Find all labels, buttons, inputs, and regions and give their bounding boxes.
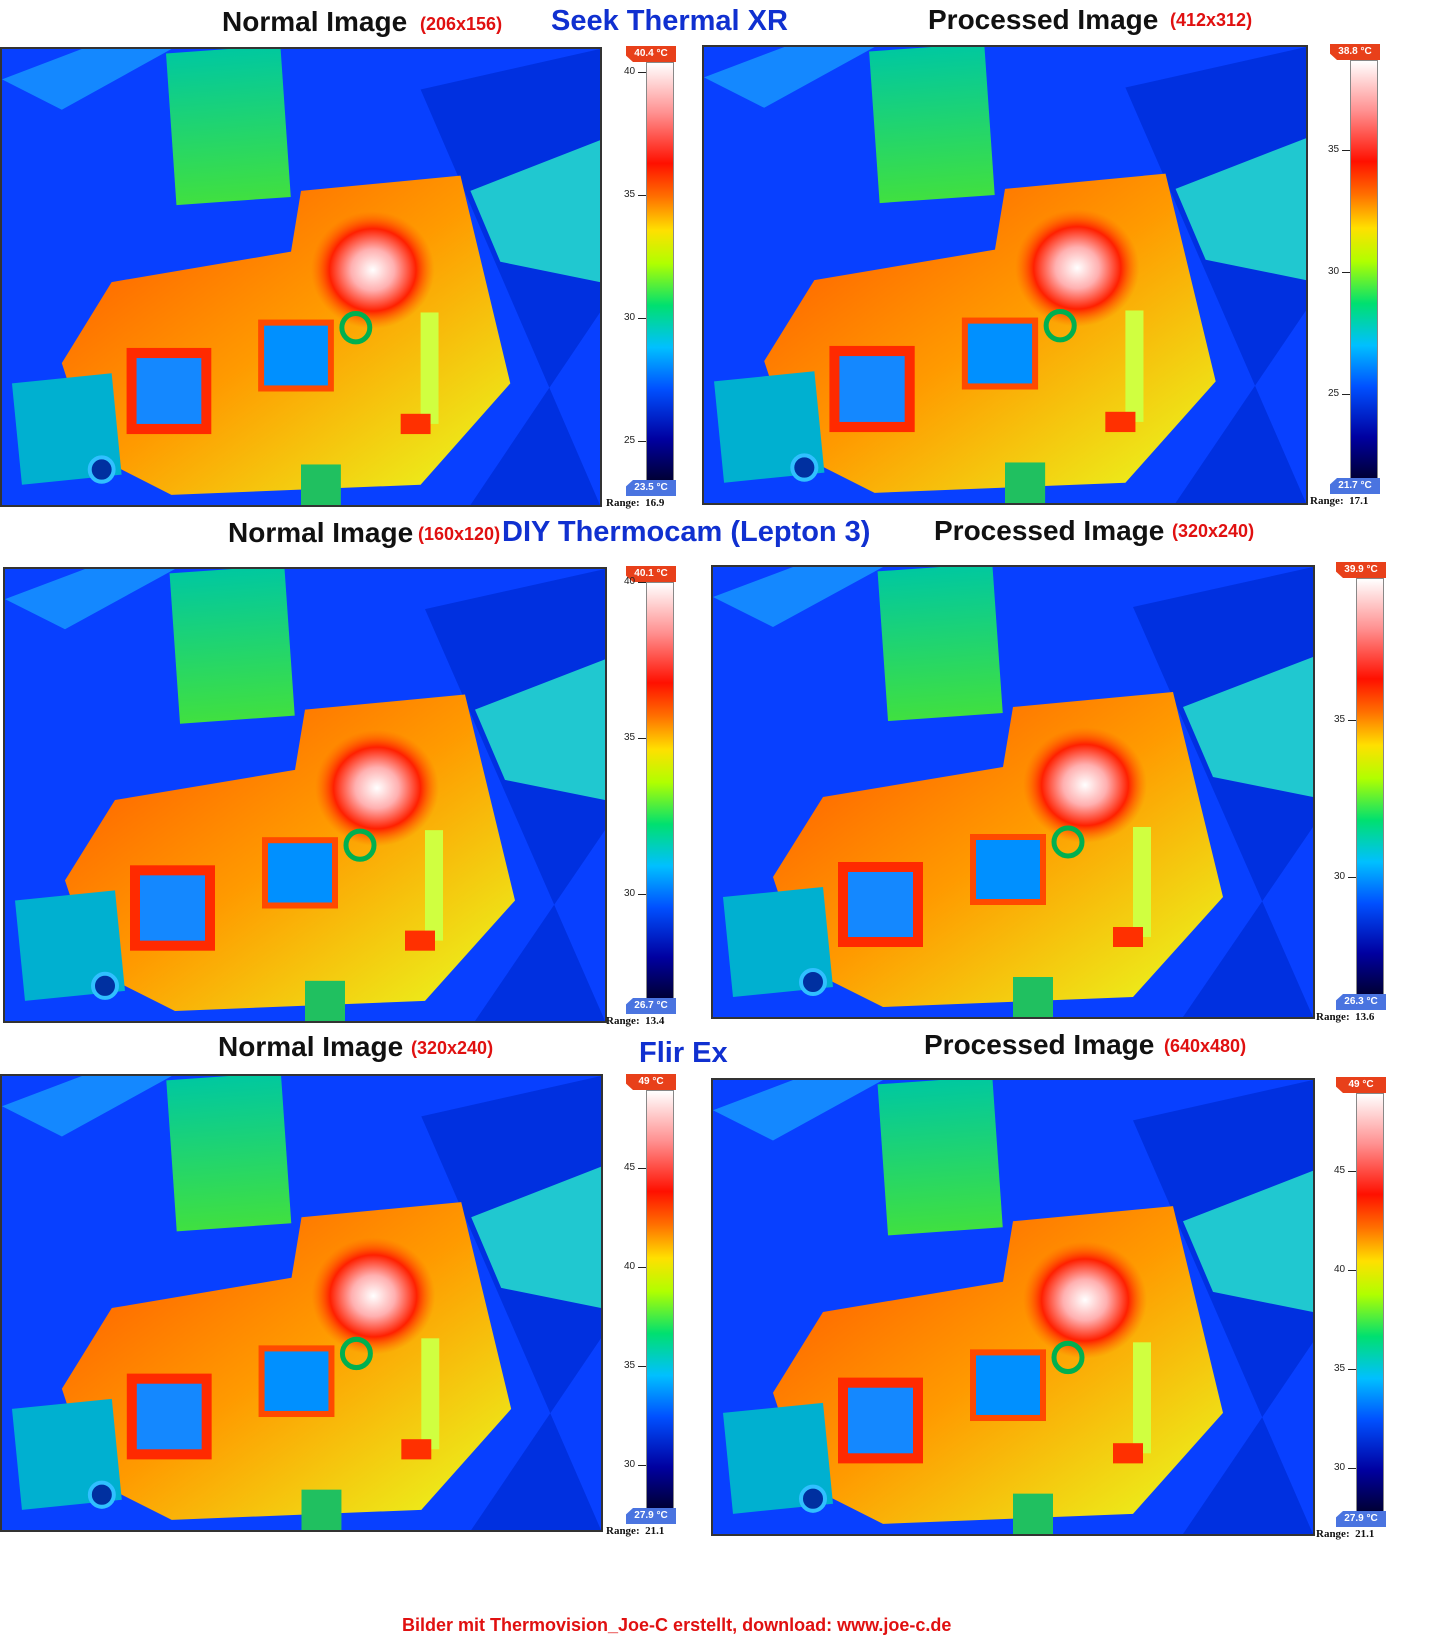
max-temp-badge: 40.4 °C	[626, 46, 676, 62]
scale-tick: 40	[624, 1261, 646, 1272]
row3-right-label: Processed Image	[924, 1029, 1155, 1060]
row1-right-color-scale: 38.8 °C 35 30 25 21.7 °C Range: 17.1	[1310, 44, 1388, 514]
max-temp-badge: 39.9 °C	[1336, 562, 1386, 578]
row2-right-thermal-image	[711, 565, 1315, 1019]
row2-right-resolution: (320x240)	[1172, 521, 1255, 541]
scale-tick: 35	[624, 1360, 646, 1371]
palette-bar	[1356, 578, 1384, 996]
scale-tick: 30	[1334, 1462, 1356, 1473]
row2-left-color-scale: 40.1 °C 40 35 30 26.7 °C Range: 13.4	[606, 566, 684, 1028]
row3-right-resolution: (640x480)	[1164, 1036, 1247, 1056]
max-temp-badge: 49 °C	[1336, 1077, 1386, 1093]
scale-tick: 30	[1328, 266, 1350, 277]
row2-left-resolution: (160x120)	[418, 524, 501, 544]
row3-right-color-scale: 49 °C 45 40 35 30 27.9 °C Range: 21.1	[1316, 1077, 1394, 1543]
scale-tick: 30	[624, 888, 646, 899]
range-readout: Range: 21.1	[606, 1525, 665, 1537]
row2-right-color-scale: 39.9 °C 35 30 26.3 °C Range: 13.6	[1316, 562, 1394, 1024]
min-temp-badge: 27.9 °C	[626, 1508, 676, 1524]
scale-tick: 35	[1334, 1363, 1356, 1374]
min-temp-badge: 26.7 °C	[626, 998, 676, 1014]
row3-left-thermal-image	[0, 1074, 603, 1532]
footer-credit: Bilder mit Thermovision_Joe-C erstellt, …	[402, 1615, 952, 1635]
max-temp-badge: 40.1 °C	[626, 566, 676, 582]
row1-camera-title: Seek Thermal XR	[551, 5, 788, 37]
row1-left-resolution: (206x156)	[420, 14, 503, 34]
scale-tick: 35	[624, 732, 646, 743]
row2-right-label: Processed Image	[934, 515, 1165, 546]
row2-left-label: Normal Image	[228, 517, 414, 548]
row3-left-label: Normal Image	[218, 1031, 404, 1062]
palette-bar	[646, 582, 674, 1000]
range-readout: Range: 13.6	[1316, 1011, 1375, 1023]
row1-left-thermal-image	[0, 47, 602, 507]
scale-tick: 35	[624, 189, 646, 200]
scale-tick: 45	[1334, 1165, 1356, 1176]
min-temp-badge: 23.5 °C	[626, 480, 676, 496]
scale-tick: 40	[624, 66, 646, 77]
row2-left-thermal-image	[3, 567, 607, 1023]
scale-tick: 30	[624, 1459, 646, 1470]
scale-tick: 40	[624, 576, 646, 587]
scale-tick: 35	[1334, 714, 1356, 725]
row3-camera-title: Flir Ex	[639, 1037, 728, 1069]
scale-tick: 30	[624, 312, 646, 323]
scale-tick: 25	[1328, 388, 1350, 399]
range-readout: Range: 17.1	[1310, 495, 1369, 507]
scale-tick: 25	[624, 435, 646, 446]
max-temp-badge: 38.8 °C	[1330, 44, 1380, 60]
palette-bar	[1356, 1093, 1384, 1513]
min-temp-badge: 26.3 °C	[1336, 994, 1386, 1010]
range-readout: Range: 13.4	[606, 1015, 665, 1027]
range-readout: Range: 16.9	[606, 497, 665, 509]
scale-tick: 30	[1334, 871, 1356, 882]
palette-bar	[646, 62, 674, 482]
row1-left-label: Normal Image	[222, 6, 408, 37]
row3-right-thermal-image	[711, 1078, 1315, 1536]
min-temp-badge: 27.9 °C	[1336, 1511, 1386, 1527]
row3-left-color-scale: 49 °C 45 40 35 30 27.9 °C Range: 21.1	[606, 1074, 684, 1540]
palette-bar	[646, 1090, 674, 1510]
row1-right-resolution: (412x312)	[1170, 10, 1253, 30]
range-readout: Range: 21.1	[1316, 1528, 1375, 1540]
row1-right-label: Processed Image	[928, 4, 1159, 35]
scale-tick: 40	[1334, 1264, 1356, 1275]
scale-tick: 45	[624, 1162, 646, 1173]
max-temp-badge: 49 °C	[626, 1074, 676, 1090]
row2-camera-title: DIY Thermocam (Lepton 3)	[502, 516, 871, 548]
row1-right-thermal-image	[702, 45, 1308, 505]
scale-tick: 35	[1328, 144, 1350, 155]
row3-left-resolution: (320x240)	[411, 1038, 494, 1058]
row1-left-color-scale: 40.4 °C 40 35 30 25 23.5 °C Range: 16.9	[606, 46, 684, 516]
palette-bar	[1350, 60, 1378, 480]
min-temp-badge: 21.7 °C	[1330, 478, 1380, 494]
